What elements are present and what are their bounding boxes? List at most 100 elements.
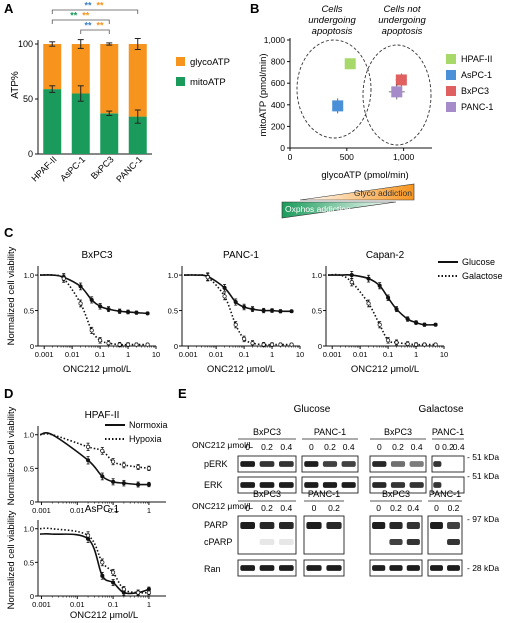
x-tick-label: 0.001 xyxy=(179,350,198,359)
panel-label-b: B xyxy=(250,1,259,16)
data-point-normoxia xyxy=(100,474,105,479)
blot-cparp-band xyxy=(447,539,460,545)
data-point-glucose xyxy=(270,308,275,313)
x-tick-label: 10 xyxy=(440,350,448,359)
y-tick-label: 0 xyxy=(30,592,34,601)
data-point-hypoxia xyxy=(121,462,126,468)
curve-glucose xyxy=(328,274,436,326)
dose-label: 0.2 xyxy=(261,442,273,452)
y-tick-label: 0.5 xyxy=(312,307,322,316)
blot-parp-band xyxy=(389,522,403,529)
data-point-glucose xyxy=(233,299,238,305)
y-tick-label: 1,000 xyxy=(264,35,286,45)
annotation-no-apoptosis: Cells not xyxy=(384,4,421,15)
blot-parp-box xyxy=(369,515,423,555)
data-point-glucose xyxy=(222,285,227,290)
blot-erk-band xyxy=(322,482,338,488)
data-point-galactose xyxy=(289,342,294,347)
panel-c-plot-capan-2: 0 0.5 1.0 0.001 0.01 0.1 1 10 Capan-2 ONC212 μmol… xyxy=(312,250,449,375)
panel-b-scatter-chart: mitoATP (pmol/min) glycoATP (pmol/min) 0… xyxy=(258,4,493,219)
blot-ran-band xyxy=(278,565,294,571)
panel-c-dose-response: Normalized cell viability 0 0.5 1.0 0.001 0.… xyxy=(6,246,503,375)
data-point-galactose xyxy=(117,342,122,347)
legend-label-galactose: Galactose xyxy=(462,271,503,281)
blot-ran-band xyxy=(389,565,403,571)
significance-stars: ** xyxy=(96,21,104,31)
kda-marker: - 28 kDa xyxy=(467,563,499,573)
blot-row-label: Ran xyxy=(204,564,221,574)
blot-parp-band xyxy=(259,522,275,529)
x-tick-label: 1 xyxy=(147,506,151,515)
panel-c-x-label: ONC212 μmol/L xyxy=(351,364,419,375)
panel-d-y-label-top: Normalized cell viability xyxy=(6,406,17,505)
x-tick-label: 0.001 xyxy=(32,600,51,609)
blot-cparp-band xyxy=(278,539,294,545)
panel-c-plot-bxpc3: 0 0.5 1.0 0.001 0.01 0.1 1 10 BxPC3 ONC212 μmol/L xyxy=(24,250,161,375)
y-tick-label: 1.0 xyxy=(168,271,178,280)
data-point-glucose xyxy=(242,304,247,310)
data-point-hypoxia xyxy=(121,587,126,592)
annotation-apoptosis: Cells xyxy=(321,4,342,15)
onc-dose-label: ONC212 μmol/L xyxy=(192,440,253,450)
significance-stars: ** xyxy=(82,11,90,21)
significance-bracket xyxy=(51,19,110,24)
data-point-galactose xyxy=(61,276,66,281)
blot-erk-band xyxy=(372,482,387,488)
y-tick-label: 0 xyxy=(174,342,178,351)
legend-label-mitoatp: mitoATP xyxy=(190,77,226,88)
x-tick-label: 0.01 xyxy=(353,350,368,359)
scatter-point-aspc-1 xyxy=(332,100,344,112)
blot-parp-band xyxy=(326,522,342,529)
kda-marker: - 51 kDa xyxy=(467,452,499,462)
data-point-hypoxia xyxy=(100,448,105,453)
blot-parp-box xyxy=(237,515,297,555)
blot-ran-band xyxy=(447,565,460,571)
blot-ran-band xyxy=(259,565,275,571)
blot-cell-label: BxPC3 xyxy=(253,489,281,499)
curve-galactose xyxy=(39,274,148,346)
data-point-glucose xyxy=(126,309,131,315)
blot-parp-band xyxy=(240,522,256,529)
plot-title: BxPC3 xyxy=(81,250,113,261)
ellipse-no-apoptosis xyxy=(362,44,432,146)
bar-glycoatp xyxy=(71,44,90,94)
scatter-point-panc-1 xyxy=(391,86,403,98)
panel-c-x-label: ONC212 μmol/L xyxy=(63,364,131,375)
data-point-glucose xyxy=(289,309,294,314)
data-point-glucose xyxy=(261,308,266,313)
data-point-galactose xyxy=(394,340,399,345)
blot-cparp-band xyxy=(259,539,275,545)
data-point-galactose xyxy=(106,341,111,346)
y-tick-label: 0 xyxy=(318,342,322,351)
y-tick-label: 0 xyxy=(30,498,34,507)
panel-d-plot-hpaf-ii: 0 0.5 1.0 0.001 0.01 0.1 1 HPAF-II xyxy=(24,410,166,515)
blot-perk-band xyxy=(390,461,406,467)
addiction-gradient: Glyco addiction Oxphos addiction xyxy=(281,183,415,219)
legend-swatch xyxy=(446,54,456,64)
dose-label: 0 xyxy=(245,503,250,513)
blot-perk-band xyxy=(372,461,387,467)
x-tick-label: 0.1 xyxy=(383,350,393,359)
data-point-hypoxia xyxy=(111,459,116,464)
blot-erk-band xyxy=(390,482,406,488)
data-point-glucose xyxy=(117,309,122,314)
blot-perk-band xyxy=(259,461,275,467)
data-point-galactose xyxy=(405,341,410,346)
blot-parp-band xyxy=(430,522,443,529)
data-point-hypoxia xyxy=(136,464,141,470)
panel-label-a: A xyxy=(4,1,14,16)
data-point-galactose xyxy=(366,301,371,306)
curve-glucose xyxy=(39,274,148,315)
data-point-hypoxia xyxy=(146,590,151,595)
panel-a-y-label: ATP% xyxy=(10,71,21,99)
panel-a-significance: ** **** **** ** xyxy=(51,1,139,34)
y-tick-label: 0 xyxy=(30,342,34,351)
panel-c-y-label: Normalized cell viability xyxy=(6,246,17,345)
x-tick-label: 0 xyxy=(288,152,293,162)
y-tick-label: 1.0 xyxy=(24,525,34,534)
condition-glucose: Glucose xyxy=(294,404,331,415)
data-point-galactose xyxy=(349,280,354,285)
y-tick-label: 0 xyxy=(280,143,285,153)
curve-glucose xyxy=(183,274,292,313)
